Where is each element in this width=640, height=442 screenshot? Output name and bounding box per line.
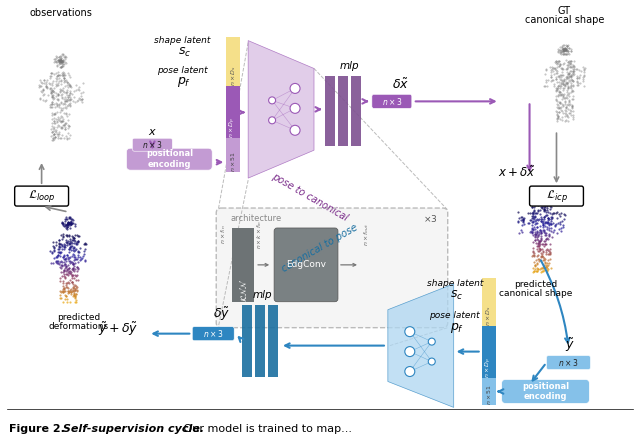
Circle shape xyxy=(405,327,415,337)
Text: pose latent: pose latent xyxy=(157,66,207,75)
Bar xyxy=(338,76,348,146)
Circle shape xyxy=(428,338,435,345)
FancyBboxPatch shape xyxy=(529,186,584,206)
Text: $n \times f_{in}$: $n \times f_{in}$ xyxy=(220,224,228,244)
Text: positional
encoding: positional encoding xyxy=(522,382,569,401)
Text: $n \times 3$: $n \times 3$ xyxy=(381,96,402,107)
Text: Our model is trained to map...: Our model is trained to map... xyxy=(180,424,352,434)
Text: $n \times 3$: $n \times 3$ xyxy=(203,328,223,339)
Text: $x$: $x$ xyxy=(148,127,157,137)
Text: $p_f$: $p_f$ xyxy=(177,76,191,89)
Text: $\delta\tilde{y}$: $\delta\tilde{y}$ xyxy=(213,306,230,324)
FancyBboxPatch shape xyxy=(372,95,412,108)
Text: Self-supervision cycle.: Self-supervision cycle. xyxy=(59,424,204,434)
Text: $n \times k \times f_{in}$: $n \times k \times f_{in}$ xyxy=(255,219,264,248)
Bar xyxy=(351,76,361,146)
Text: mlp: mlp xyxy=(340,61,360,72)
Bar xyxy=(226,138,240,172)
Text: canonical to pose: canonical to pose xyxy=(280,222,360,274)
Text: shape latent: shape latent xyxy=(154,36,211,45)
Text: $\delta\tilde{x}$: $\delta\tilde{x}$ xyxy=(392,77,409,91)
Text: $\tilde{y}+\delta\tilde{y}$: $\tilde{y}+\delta\tilde{y}$ xyxy=(99,321,138,339)
FancyBboxPatch shape xyxy=(15,186,68,206)
FancyBboxPatch shape xyxy=(547,355,591,370)
Circle shape xyxy=(428,358,435,365)
Bar xyxy=(242,305,252,377)
Text: $n\times D_s$: $n\times D_s$ xyxy=(228,66,237,87)
FancyBboxPatch shape xyxy=(216,208,448,328)
Bar xyxy=(482,326,495,377)
FancyBboxPatch shape xyxy=(132,138,172,151)
Text: $n\times D_s$: $n\times D_s$ xyxy=(484,305,493,326)
FancyBboxPatch shape xyxy=(192,327,234,341)
Text: $p_f$: $p_f$ xyxy=(450,320,464,335)
Text: $n \times f_{out}$: $n \times f_{out}$ xyxy=(362,222,371,245)
Text: observations: observations xyxy=(29,8,92,18)
Circle shape xyxy=(290,103,300,113)
Polygon shape xyxy=(248,41,314,178)
Text: architecture: architecture xyxy=(230,213,282,222)
Bar xyxy=(226,87,240,138)
Text: $n\times D_p$: $n\times D_p$ xyxy=(484,357,493,377)
Bar xyxy=(226,37,240,87)
Text: $\times 3$: $\times 3$ xyxy=(423,213,438,224)
Text: pose to canonical: pose to canonical xyxy=(270,171,350,223)
Text: predicted: predicted xyxy=(514,280,557,290)
Text: shape latent: shape latent xyxy=(426,279,483,288)
Text: Figure 2.: Figure 2. xyxy=(9,424,65,434)
Text: mlp: mlp xyxy=(252,290,272,300)
Bar xyxy=(255,305,265,377)
Text: $s_c$: $s_c$ xyxy=(450,289,463,302)
Text: $n \times 3$: $n \times 3$ xyxy=(142,139,163,150)
Bar xyxy=(482,278,495,326)
Text: $n\times 51$: $n\times 51$ xyxy=(229,151,237,172)
Circle shape xyxy=(405,347,415,357)
Text: EdgConv: EdgConv xyxy=(286,260,326,269)
Circle shape xyxy=(290,125,300,135)
Circle shape xyxy=(269,97,276,104)
Text: $n \times 3$: $n \times 3$ xyxy=(558,357,579,368)
Polygon shape xyxy=(388,284,454,408)
Text: $n\times 51$: $n\times 51$ xyxy=(484,385,493,405)
Text: $\mathcal{L}_{icp}$: $\mathcal{L}_{icp}$ xyxy=(545,188,568,204)
Circle shape xyxy=(290,84,300,93)
Circle shape xyxy=(405,366,415,377)
Text: $n\times D_p$: $n\times D_p$ xyxy=(228,117,238,138)
Text: $\mathcal{L}_{loop}$: $\mathcal{L}_{loop}$ xyxy=(28,188,55,204)
Bar xyxy=(482,377,495,405)
Text: deformations: deformations xyxy=(49,322,109,331)
Text: predicted: predicted xyxy=(57,313,100,322)
Text: GT: GT xyxy=(558,6,571,15)
Text: canonical shape: canonical shape xyxy=(525,15,604,25)
Bar xyxy=(232,228,254,302)
Text: $\tilde{y}$: $\tilde{y}$ xyxy=(564,337,574,354)
Bar xyxy=(325,76,335,146)
Text: canonical shape: canonical shape xyxy=(499,289,572,298)
FancyBboxPatch shape xyxy=(502,380,589,404)
Text: $\mathcal{K}\mathcal{N}\mathcal{N}$: $\mathcal{K}\mathcal{N}\mathcal{N}$ xyxy=(237,278,249,302)
Text: $s_c$: $s_c$ xyxy=(178,46,191,59)
Bar xyxy=(268,305,278,377)
Text: pose latent: pose latent xyxy=(429,311,480,320)
FancyBboxPatch shape xyxy=(127,148,212,170)
Circle shape xyxy=(269,117,276,124)
Text: $x+\delta\tilde{x}$: $x+\delta\tilde{x}$ xyxy=(498,166,536,180)
FancyBboxPatch shape xyxy=(274,228,338,302)
Text: positional
encoding: positional encoding xyxy=(146,149,193,169)
